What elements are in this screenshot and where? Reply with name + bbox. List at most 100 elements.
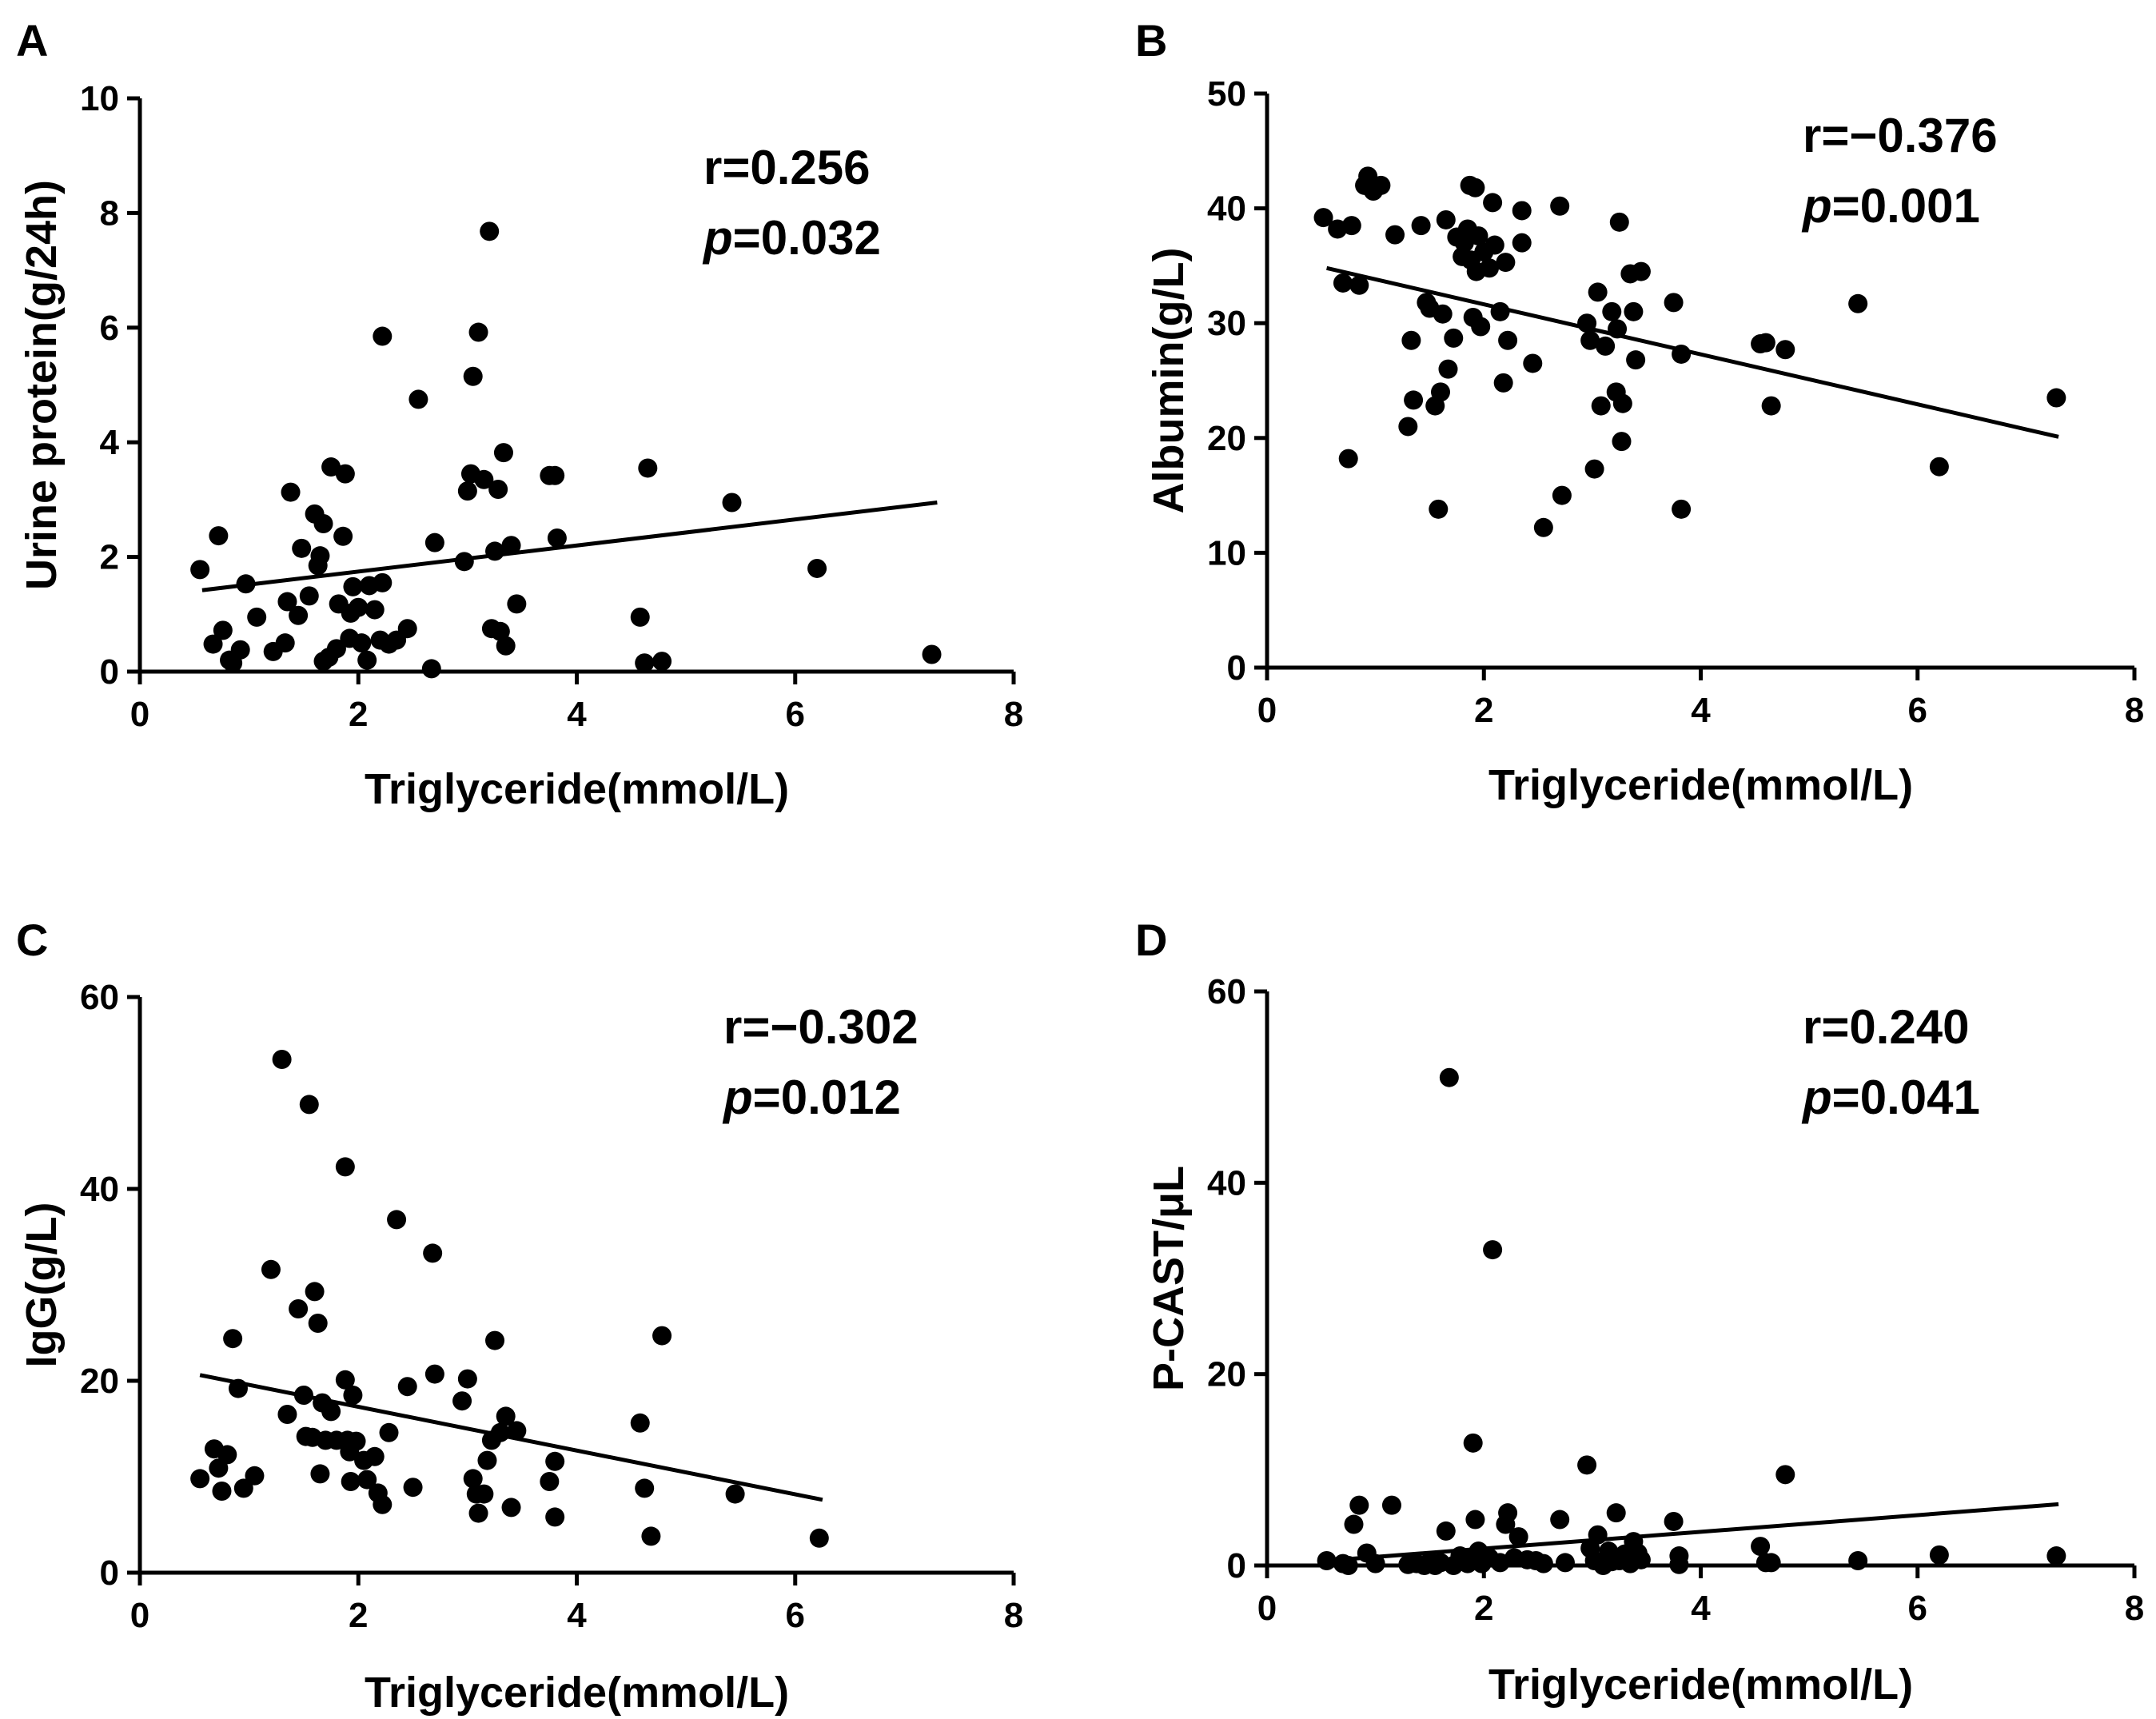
data-point <box>1429 499 1449 519</box>
data-point <box>1438 359 1458 379</box>
stat-r: r=0.256 <box>703 141 871 194</box>
data-point <box>1669 1554 1689 1574</box>
data-point <box>1365 1553 1385 1573</box>
data-point <box>293 1386 313 1405</box>
panel-letter: A <box>16 15 48 66</box>
data-point <box>275 633 295 653</box>
y-tick-label: 10 <box>1207 533 1246 572</box>
data-point <box>652 1326 672 1346</box>
data-point <box>1317 1551 1337 1571</box>
data-point <box>190 1469 210 1489</box>
data-point <box>299 1095 319 1115</box>
p-value: =0.032 <box>733 211 881 265</box>
data-point <box>1398 417 1418 437</box>
data-point <box>277 1405 297 1424</box>
y-tick-label: 30 <box>1207 304 1246 343</box>
data-point <box>1493 373 1513 393</box>
data-point <box>247 607 267 627</box>
data-point <box>1349 1495 1369 1515</box>
data-point <box>326 639 346 659</box>
data-point <box>468 1503 488 1523</box>
chart-panel-c: C 0 20 40 60 0 2 4 6 8 Triglyceride(mmol/L) IgG(g/L… <box>16 915 1023 1717</box>
data-point <box>474 1484 494 1504</box>
data-point <box>373 326 393 346</box>
data-point <box>641 1526 661 1546</box>
data-point <box>1471 317 1491 337</box>
data-point <box>1591 396 1611 416</box>
data-point <box>1490 301 1510 321</box>
p-symbol: p <box>722 1071 753 1124</box>
data-point <box>488 479 508 499</box>
data-point <box>1555 1553 1575 1573</box>
data-point <box>1333 273 1353 293</box>
p-value: =0.001 <box>1832 179 1980 233</box>
panel-letter: B <box>1135 15 1167 66</box>
data-point <box>1751 1537 1771 1557</box>
chart-panel-b: B 0 10 20 30 40 50 0 2 4 6 8 Triglyceride(mmol/L) Alb… <box>1135 15 2144 809</box>
data-point <box>308 1314 328 1333</box>
data-point <box>545 465 565 485</box>
x-tick-label: 4 <box>567 695 587 734</box>
data-point <box>1624 301 1644 321</box>
stat-r: r=−0.302 <box>723 1000 919 1054</box>
data-point <box>245 1466 265 1486</box>
data-point <box>1550 196 1570 216</box>
y-axis-title: P-CAST/μL <box>1145 1166 1193 1391</box>
data-point <box>346 1431 366 1451</box>
data-point <box>1439 1067 1459 1087</box>
stat-p: p=0.041 <box>1801 1071 1980 1124</box>
data-point <box>1775 340 1795 360</box>
x-tick-label: 2 <box>349 695 368 734</box>
x-tick-label: 6 <box>786 695 805 734</box>
data-point <box>452 1391 472 1411</box>
regression-line <box>1326 265 2059 439</box>
data-point <box>223 1329 243 1349</box>
data-point <box>1609 212 1629 232</box>
stat-r: r=−0.376 <box>1803 109 1998 162</box>
data-point <box>638 458 658 478</box>
y-tick-label: 20 <box>1207 419 1246 458</box>
data-point <box>1498 1503 1518 1523</box>
x-tick-label: 8 <box>1004 1596 1023 1635</box>
data-point <box>1588 1525 1608 1545</box>
x-tick-label: 2 <box>1474 691 1493 730</box>
data-point <box>474 469 494 489</box>
data-point <box>1463 1433 1483 1453</box>
data-point <box>1672 499 1692 519</box>
data-point <box>454 552 474 572</box>
data-point <box>1612 393 1632 413</box>
data-point <box>547 528 567 548</box>
data-point <box>424 532 444 552</box>
data-point <box>1550 1510 1570 1530</box>
data-point <box>1761 1553 1781 1573</box>
x-tick-label: 2 <box>349 1596 368 1635</box>
y-tick-label: 0 <box>100 652 119 692</box>
data-point <box>357 650 377 670</box>
y-tick-label: 0 <box>100 1553 119 1593</box>
data-point <box>1404 390 1424 410</box>
x-tick-label: 8 <box>2125 1589 2144 1628</box>
data-point <box>1465 1510 1485 1530</box>
data-point <box>1508 1527 1528 1547</box>
data-point <box>477 1450 497 1470</box>
data-point <box>292 538 312 558</box>
data-point <box>1664 293 1684 313</box>
data-point <box>1512 233 1532 253</box>
data-point <box>1929 457 1949 477</box>
data-point <box>457 1369 477 1389</box>
data-point <box>545 1507 565 1527</box>
data-point <box>1338 1556 1358 1575</box>
x-tick-label: 0 <box>1257 691 1277 730</box>
y-tick-label: 10 <box>80 79 119 118</box>
y-tick-label: 0 <box>1227 648 1246 688</box>
data-point <box>310 1464 330 1484</box>
x-tick-label: 0 <box>130 1596 149 1635</box>
data-point <box>1848 293 1868 313</box>
y-tick-label: 40 <box>1207 1163 1246 1203</box>
data-point <box>809 1528 829 1548</box>
data-point <box>387 1210 407 1230</box>
data-point <box>1498 330 1518 350</box>
stat-p: p=0.012 <box>722 1071 901 1124</box>
data-point <box>289 605 309 625</box>
